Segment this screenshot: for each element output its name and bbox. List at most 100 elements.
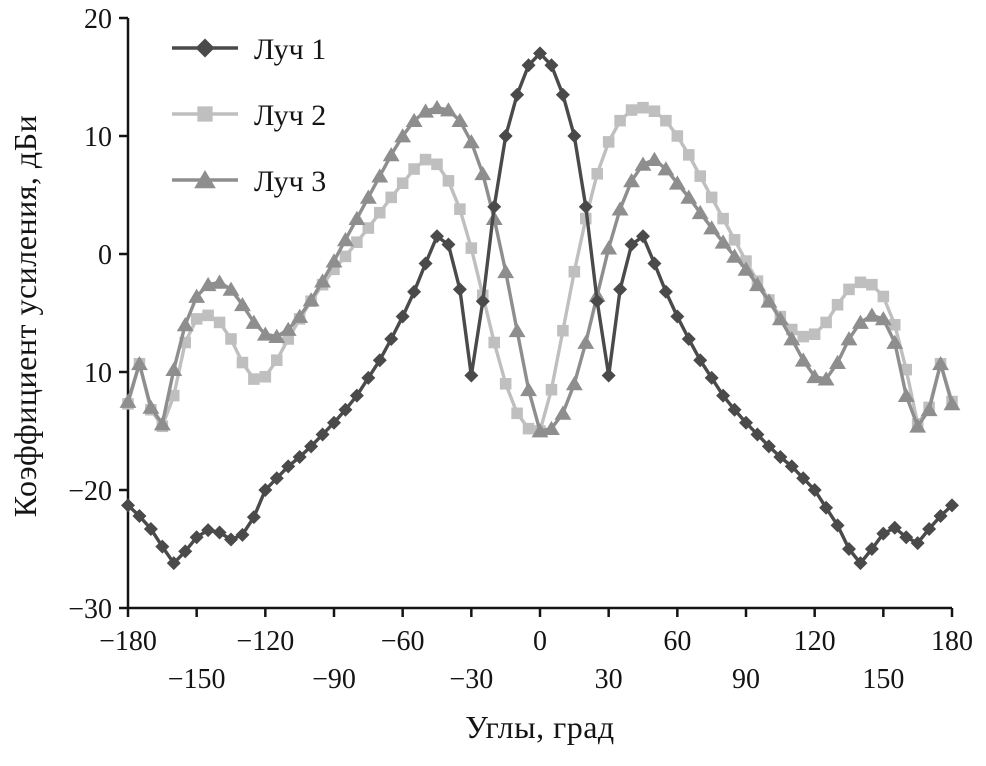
diamond-marker (155, 539, 170, 554)
square-marker (602, 136, 615, 148)
triangle-marker (737, 261, 755, 276)
triangle-marker (119, 393, 137, 408)
diamond-marker (704, 370, 719, 385)
diamond-marker (178, 544, 193, 559)
diamond-marker (304, 439, 319, 454)
series-beam-1 (121, 46, 959, 571)
square-marker (557, 324, 569, 337)
triangle-marker (886, 334, 904, 349)
triangle-marker (188, 288, 206, 303)
triangle-marker (829, 354, 846, 369)
square-marker (717, 212, 729, 225)
diamond-marker (807, 483, 822, 497)
diamond-marker (624, 237, 639, 252)
x-tick-label: 0 (533, 626, 547, 657)
square-marker (396, 177, 409, 189)
square-marker (511, 407, 523, 420)
diamond-marker (819, 500, 834, 515)
triangle-marker (817, 371, 835, 386)
x-tick-label: −30 (449, 664, 493, 695)
square-marker (362, 222, 375, 234)
diamond-marker (773, 449, 788, 464)
triangle-marker (497, 263, 515, 279)
diamond-marker (750, 427, 765, 442)
diamond-marker (853, 556, 868, 571)
triangle-marker (852, 314, 869, 329)
legend-item-2: Луч 2 (172, 99, 326, 132)
diamond-marker (761, 439, 776, 454)
diamond-marker (121, 498, 135, 513)
triangle-marker (543, 420, 560, 436)
square-marker (877, 290, 890, 303)
square-marker (705, 191, 718, 204)
diamond-marker (395, 309, 410, 324)
square-marker (373, 206, 386, 219)
diamond-marker (407, 284, 422, 299)
diamond-marker (727, 402, 742, 417)
diamond-marker (830, 518, 845, 533)
legend-label: Луч 3 (254, 165, 326, 198)
diamond-marker (578, 199, 593, 214)
square-marker (888, 319, 901, 331)
series-beam-2 (122, 101, 958, 437)
diamond-marker (716, 388, 731, 403)
diamond-marker (224, 532, 238, 547)
x-tick-label: 60 (663, 626, 691, 657)
triangle-marker (577, 334, 595, 349)
diamond-marker (601, 368, 616, 383)
diamond-marker (452, 282, 467, 297)
x-tick-label: −150 (168, 664, 226, 695)
y-tick-label: 10 (84, 358, 112, 389)
x-tick-label: 120 (794, 626, 836, 657)
square-marker (694, 170, 707, 182)
diamond-marker (533, 46, 547, 61)
diamond-marker (269, 471, 284, 486)
triangle-marker (462, 134, 480, 149)
diamond-marker (338, 402, 353, 417)
triangle-marker (794, 352, 812, 367)
diamond-marker (384, 331, 399, 346)
x-tick-label: −180 (99, 626, 157, 657)
diamond-marker (887, 520, 902, 535)
diamond-marker (201, 523, 216, 538)
diamond-marker (910, 536, 925, 551)
triangle-marker (176, 317, 194, 332)
y-tick-label: 20 (84, 4, 112, 35)
x-tick-label: 30 (595, 664, 623, 695)
diamond-marker (235, 527, 250, 542)
diamond-marker (441, 237, 456, 252)
diamond-marker (842, 542, 856, 556)
diamond-marker (864, 542, 879, 556)
triangle-marker (302, 292, 320, 307)
diamond-marker (327, 415, 341, 430)
diamond-marker (475, 294, 490, 309)
diamond-marker (796, 471, 811, 486)
diamond-marker (647, 256, 662, 271)
triangle-marker (646, 151, 663, 166)
triangle-marker (337, 232, 354, 247)
square-marker (225, 333, 237, 345)
square-marker (843, 283, 855, 296)
diamond-marker (567, 129, 582, 143)
y-tick-label: −20 (68, 476, 112, 507)
diamond-marker (418, 256, 433, 271)
square-marker (328, 263, 340, 276)
diamond-marker (510, 87, 525, 102)
diamond-marker (784, 459, 799, 474)
diamond-marker (143, 521, 158, 536)
diamond-marker (498, 129, 513, 143)
triangle-marker (771, 311, 789, 326)
diamond-marker (281, 459, 296, 474)
diamond-marker (258, 483, 273, 497)
diamond-marker (681, 331, 696, 346)
diamond-marker (487, 199, 502, 214)
diamond-marker (464, 368, 479, 383)
diamond-marker (933, 508, 948, 523)
square-marker (820, 316, 832, 329)
square-marker (740, 255, 752, 267)
triangle-marker (325, 253, 343, 268)
triangle-marker (749, 276, 766, 292)
diamond-marker (372, 353, 387, 368)
legend-item-3: Луч 3 (172, 165, 326, 198)
diamond-marker (212, 525, 227, 540)
